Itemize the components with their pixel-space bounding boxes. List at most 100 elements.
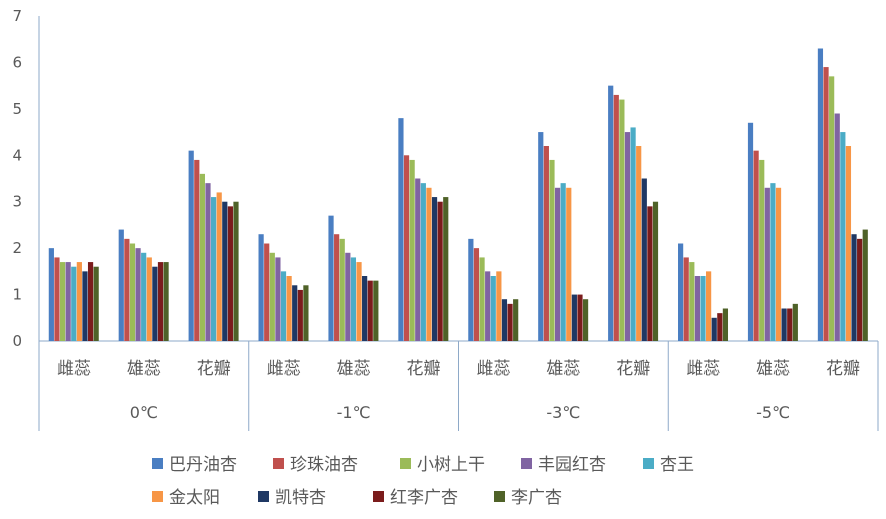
bar <box>373 280 379 341</box>
group-label: -3℃ <box>546 403 580 422</box>
bar <box>468 238 474 341</box>
legend-swatch <box>521 458 532 469</box>
bar <box>146 257 152 341</box>
category-label: 雄蕊 <box>756 359 790 379</box>
y-tick-label: 2 <box>12 239 22 257</box>
bar <box>367 280 373 341</box>
bar <box>339 238 345 341</box>
category-label: 花瓣 <box>826 359 860 379</box>
y-tick-label: 6 <box>12 53 22 71</box>
bar <box>210 197 217 341</box>
y-tick-label: 0 <box>12 332 22 350</box>
bar <box>76 262 82 341</box>
bar <box>292 285 298 341</box>
y-tick-label: 4 <box>12 146 22 164</box>
bar <box>129 243 136 341</box>
bar <box>415 178 421 341</box>
bar <box>334 234 340 341</box>
bar <box>356 262 362 341</box>
legend-label: 杏王 <box>660 455 694 475</box>
category-label: 花瓣 <box>616 359 650 379</box>
bar <box>71 266 77 341</box>
bar <box>93 266 99 341</box>
legend-label: 丰园红杏 <box>538 455 606 475</box>
bar <box>403 155 410 341</box>
bar <box>437 201 443 341</box>
bar <box>303 285 309 341</box>
bar <box>124 238 130 341</box>
bar <box>624 132 631 341</box>
bar <box>582 299 589 341</box>
bar <box>683 257 689 341</box>
bar <box>205 183 211 341</box>
bar <box>566 187 572 341</box>
bar <box>233 201 239 341</box>
legend-label: 珍珠油杏 <box>290 455 358 475</box>
bar <box>59 262 66 341</box>
bar <box>194 159 200 341</box>
bar <box>163 262 169 341</box>
category-label: 雌蕊 <box>57 359 91 379</box>
bar <box>613 94 619 342</box>
bar <box>823 67 829 341</box>
bar <box>636 146 642 341</box>
legend-label: 红李广杏 <box>390 488 458 508</box>
bar <box>82 271 88 341</box>
bar <box>501 299 508 341</box>
category-label: 雌蕊 <box>267 359 301 379</box>
bar <box>759 159 765 341</box>
legend-swatch <box>643 458 654 469</box>
bar <box>619 99 625 341</box>
bar <box>845 146 852 341</box>
bar <box>543 146 549 341</box>
legend-swatch <box>152 491 163 502</box>
bar <box>222 201 228 341</box>
category-label: 雄蕊 <box>127 359 161 379</box>
bar <box>711 317 717 341</box>
y-tick-label: 5 <box>12 100 22 118</box>
bar <box>792 303 798 341</box>
bar <box>641 178 647 341</box>
bar <box>141 252 147 341</box>
bar <box>496 271 502 341</box>
bar <box>431 197 438 341</box>
bar <box>350 257 357 341</box>
bar <box>188 150 194 341</box>
y-tick-label: 1 <box>12 286 22 304</box>
bar <box>678 243 684 341</box>
bar <box>479 257 485 341</box>
bar <box>747 122 754 341</box>
bar <box>297 289 303 341</box>
bar <box>630 127 636 342</box>
bar <box>571 294 577 341</box>
bar <box>345 252 351 341</box>
bar <box>753 150 759 341</box>
bar <box>54 257 60 341</box>
bar <box>652 201 659 341</box>
bar <box>286 276 292 341</box>
bar <box>135 248 141 341</box>
bar <box>426 187 432 341</box>
bar <box>398 118 404 341</box>
bar <box>65 262 71 341</box>
bar <box>216 192 222 341</box>
legend-label: 李广杏 <box>511 488 562 508</box>
bar <box>764 187 770 341</box>
bar <box>513 299 519 341</box>
legend-swatch <box>273 458 284 469</box>
bar <box>328 215 334 341</box>
bar <box>787 308 793 341</box>
bar <box>258 234 264 341</box>
y-tick-label: 7 <box>12 7 22 25</box>
bar <box>275 257 281 341</box>
bar <box>490 276 496 341</box>
bar <box>118 229 124 341</box>
bar <box>264 243 270 341</box>
bar <box>152 266 158 341</box>
legend-swatch <box>373 491 384 502</box>
bar <box>485 271 491 341</box>
bar <box>280 271 287 341</box>
bar <box>87 262 94 341</box>
legend-label: 金太阳 <box>169 488 220 508</box>
